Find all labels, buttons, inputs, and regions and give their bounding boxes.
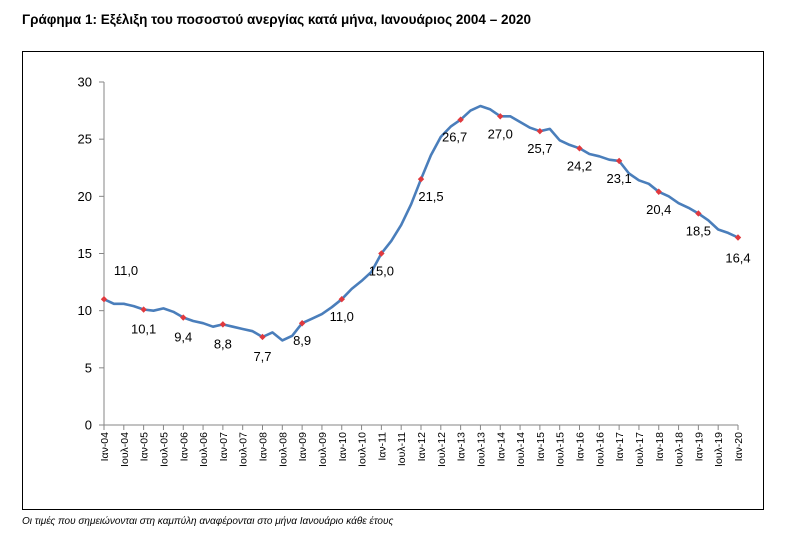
x-tick-label: Ιαν-18 (654, 432, 666, 462)
y-tick-label: 5 (85, 360, 92, 375)
data-label: 16,4 (725, 250, 750, 265)
x-tick-label: Ιαν-10 (337, 432, 349, 462)
x-tick-label: Ιαν-06 (178, 432, 190, 462)
january-marker (180, 314, 187, 321)
data-label: 9,4 (174, 330, 192, 345)
x-tick-label: Ιαν-11 (376, 432, 388, 461)
x-tick-label: Ιαν-15 (535, 432, 547, 462)
january-marker (140, 306, 147, 313)
y-tick-label: 10 (78, 303, 92, 318)
x-tick-label: Ιουλ-07 (238, 432, 250, 467)
y-tick-label: 15 (78, 246, 92, 261)
january-marker (219, 321, 227, 328)
x-tick-label: Ιουλ-15 (555, 432, 567, 467)
x-tick-label: Ιουλ-13 (475, 432, 487, 467)
x-tick-label: Ιαν-04 (99, 432, 111, 462)
x-tick-label: Ιουλ-10 (357, 432, 369, 467)
x-tick-label: Ιαν-07 (218, 432, 230, 462)
january-marker (615, 157, 623, 165)
x-tick-label: Ιαν-09 (297, 432, 309, 462)
x-tick-label: Ιουλ-06 (198, 432, 210, 467)
x-tick-label: Ιαν-20 (733, 432, 745, 462)
data-label: 15,0 (369, 264, 394, 279)
x-axis: Ιαν-04 Ιουλ-04 Ιαν-05 Ιουλ-05 Ιαν-06 Ιουλ-06 Ι… (99, 424, 745, 467)
data-label: 24,2 (567, 158, 592, 173)
january-marker (457, 116, 464, 123)
data-label: 11,0 (114, 263, 138, 278)
x-tick-label: Ιουλ-09 (317, 432, 329, 467)
data-label: 27,0 (488, 126, 513, 141)
x-tick-label: Ιαν-13 (456, 432, 468, 462)
data-label: 8,9 (293, 333, 311, 348)
data-label-group: 11,0 10,1 9,4 8,8 7,7 8,9 11,0 15,0 21,5 26,7 27,0… (114, 126, 751, 364)
january-marker (259, 333, 266, 341)
january-marker (497, 113, 504, 120)
january-marker (338, 296, 345, 303)
x-tick-label: Ιουλ-05 (158, 432, 170, 467)
x-tick-label: Ιουλ-12 (436, 432, 448, 467)
x-tick-label: Ιουλ-17 (634, 432, 646, 467)
data-label: 20,4 (646, 202, 671, 217)
january-marker (576, 145, 583, 152)
y-tick-label: 20 (78, 189, 92, 204)
data-label: 18,5 (686, 223, 711, 238)
x-tick-label: Ιουλ-19 (713, 432, 725, 467)
y-tick-label: 0 (85, 418, 92, 433)
chart-title: Γράφημα 1: Εξέλιξη του ποσοστού ανεργίας… (22, 12, 531, 27)
january-marker (378, 250, 385, 257)
x-tick-label: Ιαν-14 (495, 432, 507, 462)
x-tick-label: Ιουλ-14 (515, 432, 527, 467)
y-tick-label: 30 (78, 75, 92, 90)
x-tick-label: Ιουλ-18 (674, 432, 686, 467)
january-marker (536, 127, 544, 135)
data-label: 10,1 (131, 322, 156, 337)
x-tick-label: Ιαν-16 (575, 432, 587, 462)
january-marker (655, 188, 662, 195)
series-line (102, 104, 740, 342)
chart-note: Οι τιμές που σημειώνονται στη καμπύλη αν… (22, 516, 394, 527)
x-tick-label: Ιουλ-11 (396, 432, 408, 466)
january-marker (298, 320, 306, 327)
data-label: 21,5 (418, 189, 443, 204)
x-tick-label: Ιουλ-08 (277, 432, 289, 467)
x-tick-label: Ιαν-19 (693, 432, 705, 462)
x-tick-label: Ιουλ-04 (119, 432, 131, 467)
chart-frame: 0 5 10 15 20 25 30 Ιαν-04 Ιουλ-04 Ιαν-05 Ιουλ-05 Ι… (22, 51, 764, 510)
data-label: 25,7 (527, 141, 552, 156)
data-label: 11,0 (330, 309, 354, 324)
y-tick-label: 25 (78, 132, 92, 147)
x-tick-label: Ιαν-05 (139, 432, 151, 462)
data-label: 8,8 (214, 336, 232, 351)
series-group (102, 104, 740, 342)
x-tick-label: Ιουλ-16 (594, 432, 606, 467)
data-label: 23,1 (606, 171, 631, 186)
january-marker (417, 175, 425, 183)
x-tick-label: Ιαν-08 (258, 432, 270, 462)
data-label: 7,7 (253, 349, 271, 364)
january-marker (100, 296, 108, 303)
x-tick-label: Ιαν-17 (614, 432, 626, 462)
january-marker (734, 234, 742, 241)
data-label: 26,7 (442, 130, 467, 145)
x-tick-label: Ιαν-12 (416, 432, 428, 462)
marker-group (100, 113, 742, 341)
january-marker (695, 210, 702, 217)
y-axis: 0 5 10 15 20 25 30 (78, 75, 105, 433)
